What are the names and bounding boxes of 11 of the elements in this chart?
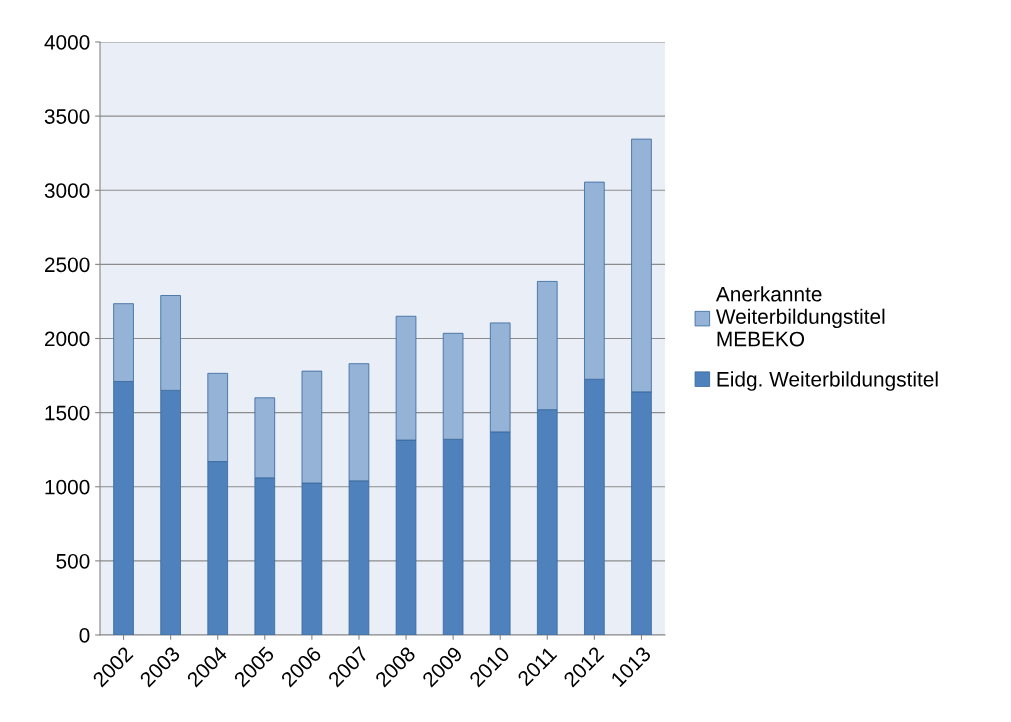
legend-label: Eidg. Weiterbildungstitel [717, 371, 938, 391]
y-tick-label: 2500 [44, 257, 90, 273]
y-tick-label: 2000 [44, 331, 90, 347]
legend-label: Anerkannte Weiterbildungstitel MEBEKO [715, 286, 885, 347]
y-tick-label: 0 [79, 628, 90, 643]
y-tick-label: 500 [56, 553, 90, 569]
y-tick-label: 1500 [45, 405, 90, 421]
y-tick-label: 3500 [44, 109, 90, 124]
y-tick-label: 1000 [45, 479, 90, 495]
y-tick-label: 3000 [44, 183, 90, 198]
y-tick-label: 4000 [44, 35, 90, 50]
